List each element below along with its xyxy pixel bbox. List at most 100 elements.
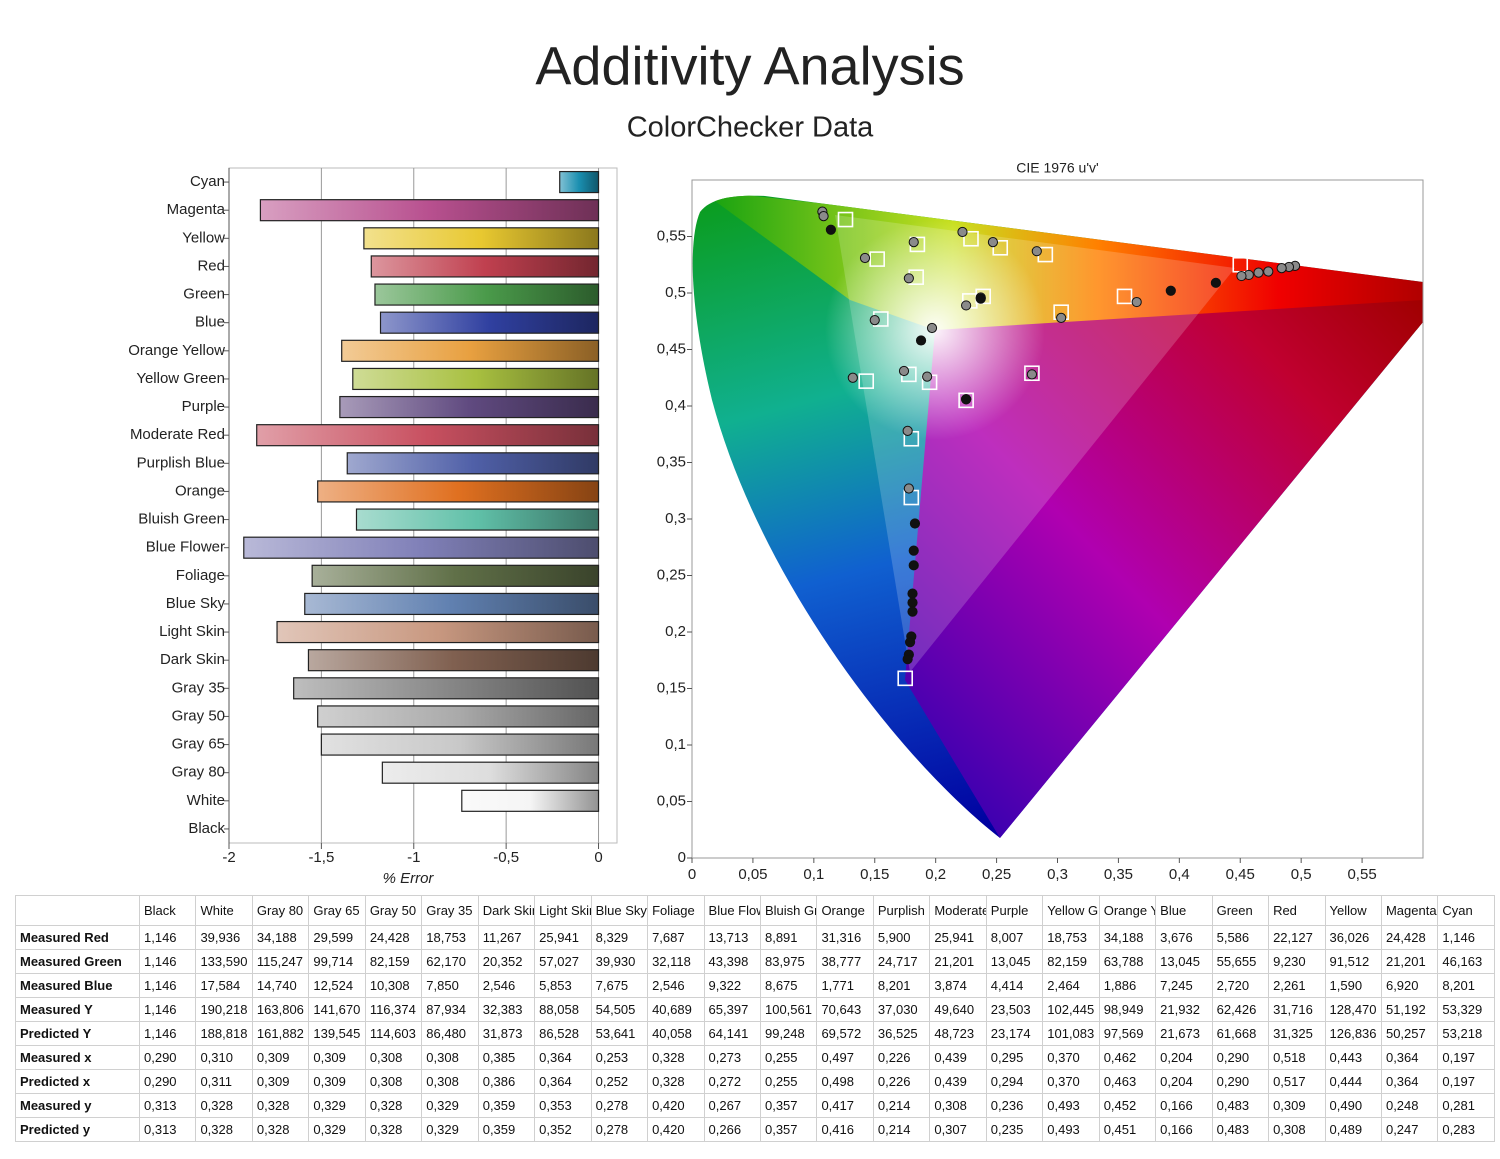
y-tick-label: 0,05: [657, 792, 686, 809]
point-circle: [961, 300, 972, 311]
cell: 0,364: [534, 1069, 592, 1094]
cell: 0,278: [590, 1093, 649, 1118]
point-dot: [1210, 277, 1221, 288]
y-tick-label: 0,5: [665, 284, 686, 301]
x-tick-label: 0,45: [1226, 866, 1255, 883]
row-label: Measured Y: [15, 997, 140, 1022]
bar: [339, 395, 600, 419]
cell: 0,439: [929, 1045, 987, 1070]
category-label: White: [187, 792, 225, 809]
bar: [352, 367, 600, 391]
cell: 0,328: [251, 1093, 310, 1118]
point-square: [837, 211, 854, 228]
cell: 0,309: [251, 1045, 310, 1070]
cell: 128,470: [1324, 997, 1382, 1022]
bar: [243, 536, 600, 559]
cell: 0,166: [1155, 1117, 1213, 1142]
cell: 0,273: [703, 1045, 761, 1070]
x-tick-label: 0,1: [803, 866, 824, 883]
cell: 0,420: [647, 1093, 705, 1118]
cell: 0,204: [1155, 1045, 1213, 1070]
column-header: Gray 50: [364, 895, 423, 926]
cell: 97,569: [1098, 1021, 1157, 1046]
cell: 0,462: [1098, 1045, 1157, 1070]
cell: 0,267: [703, 1093, 761, 1118]
cell: 102,445: [1042, 997, 1100, 1022]
cell: 31,716: [1268, 997, 1326, 1022]
cell: 83,975: [759, 949, 818, 974]
cell: 82,159: [1042, 949, 1100, 974]
y-tick-label: 0: [678, 849, 686, 866]
cell: 0,385: [477, 1045, 536, 1070]
cell: 0,226: [872, 1069, 931, 1094]
y-tick-label: 0,35: [657, 453, 686, 470]
cell: 0,329: [308, 1093, 366, 1118]
point-dot: [909, 518, 921, 529]
cell: 0,443: [1324, 1045, 1382, 1070]
cell: 0,236: [985, 1093, 1044, 1118]
column-header: Bluish Gre: [759, 895, 818, 926]
cell: 36,525: [872, 1021, 931, 1046]
cell: 0,309: [308, 1045, 366, 1070]
cell: 98,949: [1098, 997, 1157, 1022]
cell: 86,528: [534, 1021, 592, 1046]
cell: 0,483: [1211, 1093, 1270, 1118]
column-header: Moderate: [929, 895, 987, 926]
cell: 0,309: [308, 1069, 366, 1094]
cell: 53,329: [1437, 997, 1495, 1022]
y-tick-label: 0,15: [657, 679, 686, 696]
bar: [363, 227, 600, 250]
cell: 0,439: [929, 1069, 987, 1094]
point-dot: [907, 606, 918, 617]
cell: 40,689: [647, 997, 705, 1022]
category-label: Gray 65: [172, 736, 225, 753]
charts: Additivity Analysis ColorChecker Data -2…: [128, 36, 1424, 887]
x-tick-label: 0: [594, 849, 602, 866]
cell: 18,753: [421, 925, 479, 950]
cell: 2,546: [647, 973, 705, 998]
cell: 1,146: [1437, 925, 1495, 950]
column-header: Magenta: [1380, 895, 1439, 926]
cell: 7,245: [1155, 973, 1213, 998]
cell: 0,266: [703, 1117, 761, 1142]
bar: [346, 452, 600, 475]
point-circle: [903, 483, 914, 494]
cell: 101,083: [1042, 1021, 1100, 1046]
cell: 0,272: [703, 1069, 761, 1094]
cell: 62,170: [421, 949, 479, 974]
cell: 49,640: [929, 997, 987, 1022]
cell: 0,308: [364, 1045, 423, 1070]
chart-title: CIE 1976 u'v': [1016, 160, 1098, 176]
cell: 0,313: [138, 1093, 197, 1118]
cell: 0,328: [195, 1117, 253, 1142]
cell: 133,590: [195, 949, 253, 974]
x-tick-label: -1: [407, 849, 420, 866]
cell: 6,920: [1380, 973, 1439, 998]
point-dot: [907, 597, 918, 608]
cell: 0,493: [1042, 1117, 1100, 1142]
column-header: Orange Ye: [1098, 895, 1157, 926]
point-dot: [904, 637, 916, 648]
x-tick-label: 0,15: [860, 866, 889, 883]
cell: 115,247: [251, 949, 310, 974]
cell: 0,417: [816, 1093, 874, 1118]
y-tick-label: 0,3: [665, 510, 686, 527]
cell: 0,308: [421, 1069, 479, 1094]
cell: 24,428: [364, 925, 423, 950]
cell: 0,294: [985, 1069, 1044, 1094]
cell: 0,328: [195, 1093, 253, 1118]
point-dot: [825, 224, 836, 235]
cell: 40,058: [647, 1021, 705, 1046]
point-circle: [847, 372, 858, 383]
category-label: Orange: [175, 482, 225, 499]
category-label: Blue Flower: [146, 539, 225, 556]
cell: 8,675: [759, 973, 818, 998]
cell: 7,675: [590, 973, 649, 998]
cell: 0,235: [985, 1117, 1044, 1142]
cell: 0,307: [929, 1117, 987, 1142]
cell: 21,201: [1380, 949, 1439, 974]
cell: 88,058: [534, 997, 592, 1022]
point-square: [897, 670, 914, 687]
point-circle: [869, 315, 880, 326]
x-tick-label: 0,35: [1104, 866, 1133, 883]
